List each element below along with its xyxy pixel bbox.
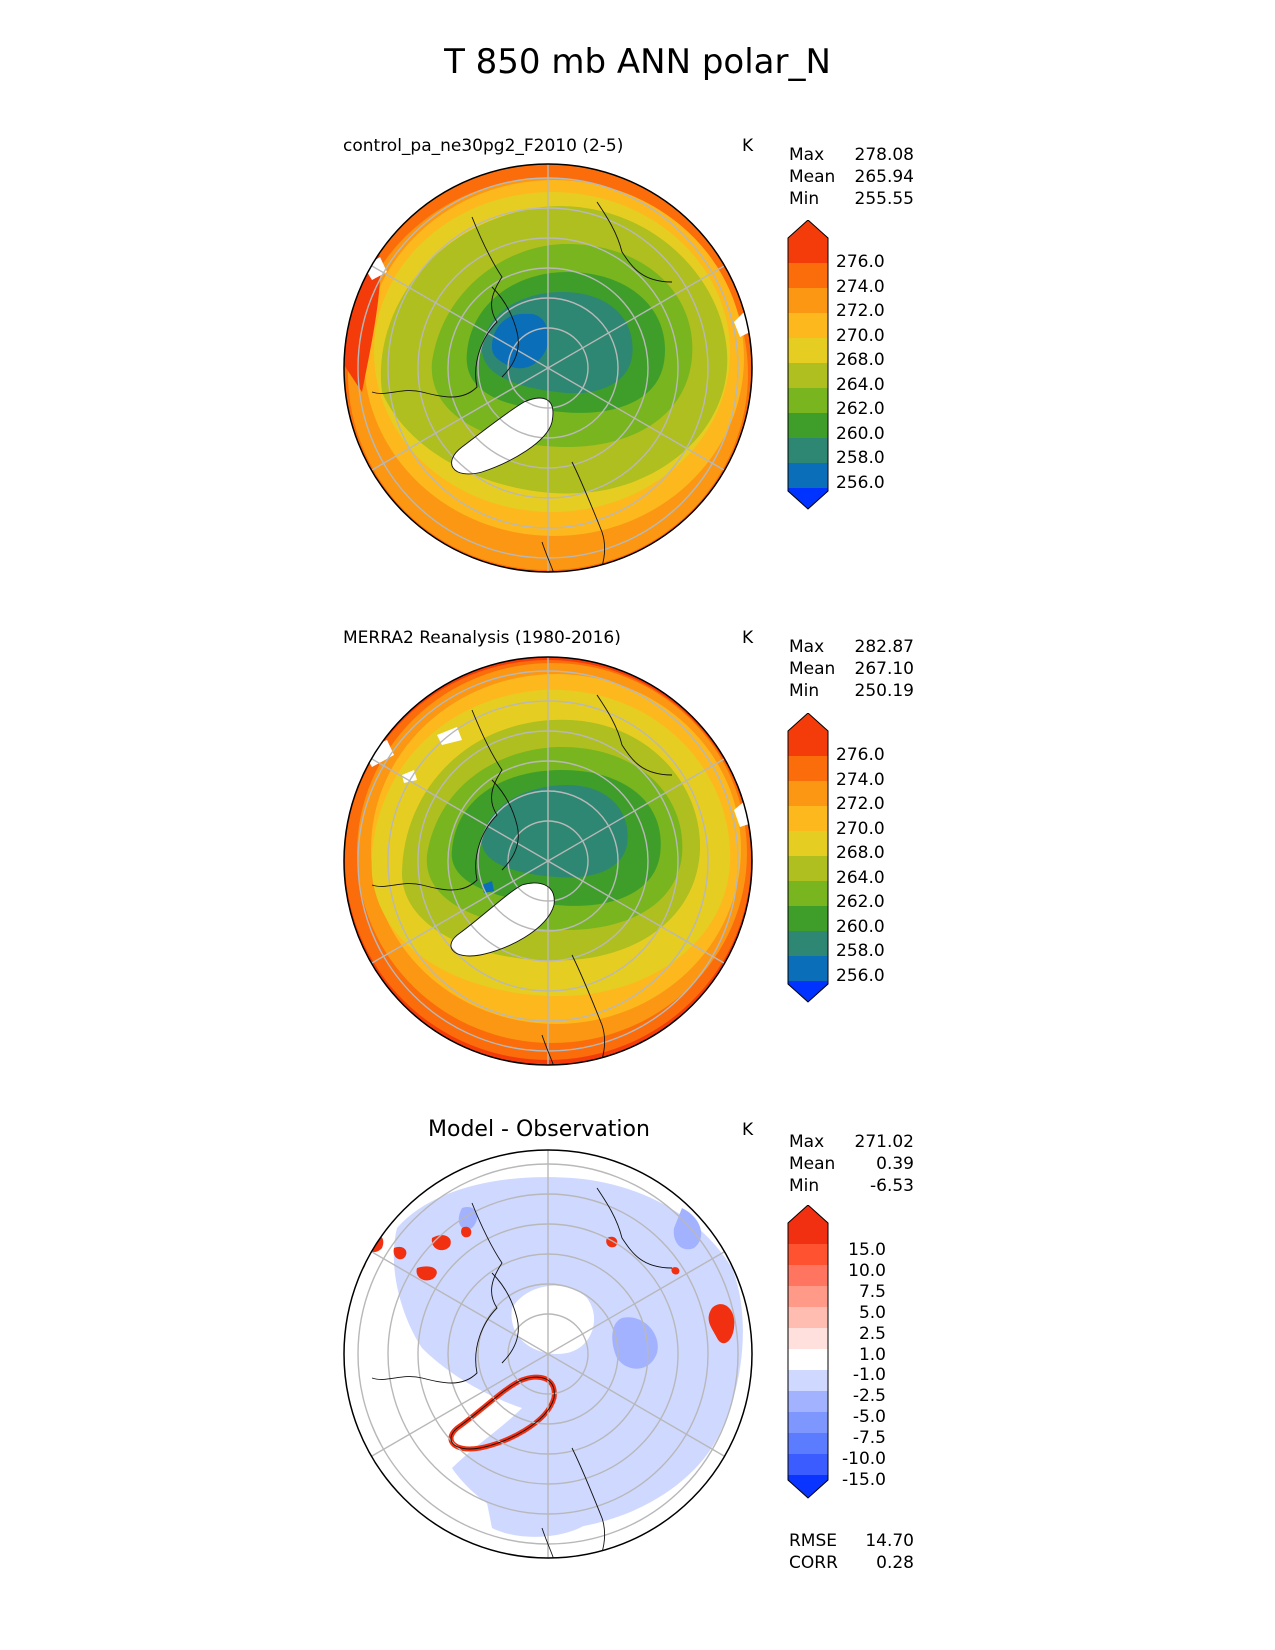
colorbar-ticks-difference: 15.0 10.0 7.5 5.0 2.5 1.0 -1.0 -2.5 -5.0… — [832, 1240, 886, 1491]
colorbar-tick: 2.5 — [858, 1323, 886, 1344]
polar-map-observation — [343, 656, 753, 1066]
colorbar-tick: 264.0 — [836, 374, 885, 395]
stats-block-difference: Max 271.02 Mean 0.39 Min -6.53 — [789, 1131, 914, 1197]
stat-value: 265.94 — [854, 167, 914, 187]
colorbar-tick: 262.0 — [836, 892, 885, 912]
colorbar-tick: 264.0 — [836, 867, 885, 888]
units-label: K — [742, 136, 754, 156]
stat-label: Min — [789, 681, 820, 701]
metric-value: 14.70 — [865, 1531, 914, 1551]
colorbar-tick: 276.0 — [836, 252, 885, 272]
stat-label: Mean — [789, 659, 836, 679]
stat-label: Mean — [789, 167, 836, 187]
polar-map-model — [343, 163, 753, 573]
colorbar-tick: 262.0 — [836, 399, 885, 419]
stat-label: Max — [789, 637, 825, 657]
panel-title-observation: MERRA2 Reanalysis (1980-2016) — [343, 628, 621, 648]
stat-label: Mean — [789, 1154, 836, 1174]
metric-label: CORR — [789, 1553, 838, 1573]
panel-title-model: control_pa_ne30pg2_F2010 (2-5) — [343, 136, 624, 156]
stat-value: 278.08 — [854, 145, 914, 165]
colorbar-tick: 274.0 — [836, 276, 885, 297]
colorbar-ticks-observation: 276.0 274.0 272.0 270.0 268.0 264.0 262.… — [836, 743, 885, 988]
stat-value: 282.87 — [854, 637, 914, 657]
colorbar-tick: 268.0 — [836, 843, 885, 863]
colorbar-tick: 260.0 — [836, 423, 885, 444]
colorbar-tick: 10.0 — [848, 1260, 886, 1281]
stat-label: Max — [789, 1132, 825, 1152]
colorbar-tick: 272.0 — [836, 301, 885, 321]
colorbar-model — [787, 220, 829, 510]
colorbar-tick: 268.0 — [836, 350, 885, 370]
metrics-block: RMSE 14.70 CORR 0.28 — [789, 1530, 914, 1574]
figure-title: T 850 mb ANN polar_N — [444, 42, 831, 82]
colorbar-tick: -2.5 — [852, 1386, 886, 1407]
colorbar-tick: 5.0 — [858, 1302, 886, 1323]
colorbar-tick: 274.0 — [836, 769, 885, 790]
stat-label: Min — [789, 189, 820, 209]
colorbar-tick: 1.0 — [858, 1344, 886, 1365]
colorbar-tick: -7.5 — [852, 1428, 886, 1449]
colorbar-tick: -10.0 — [842, 1449, 886, 1470]
colorbar-tick: 15.0 — [848, 1240, 886, 1260]
stats-block-observation: Max 282.87 Mean 267.10 Min 250.19 — [789, 636, 914, 702]
stats-block-model: Max 278.08 Mean 265.94 Min 255.55 — [789, 144, 914, 210]
colorbar-tick: 272.0 — [836, 794, 885, 814]
colorbar-tick: 276.0 — [836, 745, 885, 765]
colorbar-tick: 258.0 — [836, 941, 885, 961]
stat-value: 250.19 — [854, 681, 914, 701]
stat-value: -6.53 — [870, 1176, 914, 1196]
colorbar-tick: 256.0 — [836, 965, 885, 986]
stat-value: 271.02 — [854, 1132, 914, 1152]
colorbar-ticks-model: 276.0 274.0 272.0 270.0 268.0 264.0 262.… — [836, 250, 885, 495]
colorbar-tick: 270.0 — [836, 818, 885, 839]
metric-label: RMSE — [789, 1531, 838, 1551]
stat-value: 255.55 — [854, 189, 914, 209]
colorbar-tick: 258.0 — [836, 448, 885, 468]
units-label: K — [742, 1120, 754, 1140]
colorbar-tick: -1.0 — [852, 1365, 886, 1386]
stat-value: 0.39 — [876, 1154, 914, 1174]
colorbar-tick: 270.0 — [836, 325, 885, 346]
panel-title-difference: Model - Observation — [428, 1117, 650, 1142]
units-label: K — [742, 628, 754, 648]
metric-value: 0.28 — [876, 1553, 914, 1573]
stat-value: 267.10 — [854, 659, 914, 679]
colorbar-tick: 256.0 — [836, 472, 885, 493]
colorbar-tick: -15.0 — [842, 1469, 886, 1490]
colorbar-observation — [787, 713, 829, 1003]
colorbar-tick: 260.0 — [836, 916, 885, 937]
colorbar-tick: 7.5 — [858, 1281, 886, 1302]
colorbar-tick: -5.0 — [852, 1407, 886, 1428]
stat-label: Min — [789, 1176, 820, 1196]
colorbar-difference — [787, 1205, 829, 1499]
polar-map-difference — [343, 1149, 753, 1559]
stat-label: Max — [789, 145, 825, 165]
